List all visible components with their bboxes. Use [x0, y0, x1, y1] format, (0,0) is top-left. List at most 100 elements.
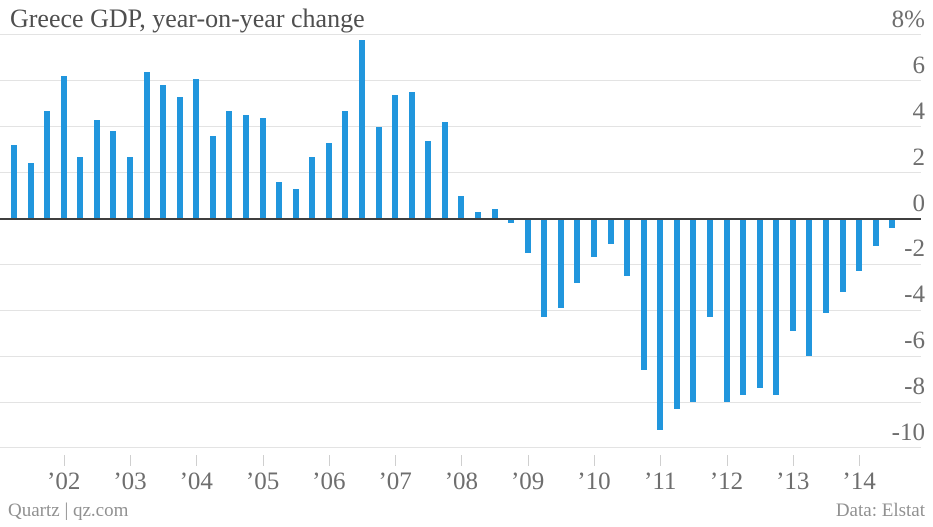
gdp-bar [375, 126, 382, 219]
y-axis-label: 0 [912, 189, 926, 217]
y-axis-label: 4 [912, 97, 926, 125]
gdp-bar [11, 145, 17, 219]
gdp-bar [590, 218, 597, 258]
gdp-bar [491, 209, 498, 219]
x-axis-year-label: ’09 [510, 468, 545, 495]
gdp-bar [640, 218, 647, 370]
gdp-bar [126, 156, 133, 219]
x-axis-tick [792, 455, 794, 466]
y-axis-label: 6 [912, 51, 926, 79]
gdp-bar [143, 71, 150, 219]
gdp-bar [607, 218, 614, 244]
gdp-bar [524, 218, 531, 253]
gdp-bar [673, 218, 680, 409]
y-gridline [0, 355, 921, 357]
gdp-bar [541, 218, 548, 318]
x-axis-tick [527, 455, 529, 466]
gdp-bar [226, 110, 233, 219]
gdp-bar [690, 218, 697, 403]
y-gridline [0, 126, 921, 128]
x-axis-year-label: ’13 [776, 468, 810, 495]
gdp-bar [657, 218, 664, 430]
data-source: Data: Elstat [835, 500, 925, 521]
gdp-bar [441, 122, 448, 219]
gdp-bar [425, 140, 432, 219]
gdp-bar [872, 218, 879, 247]
x-axis-year-label: ’03 [113, 468, 147, 495]
gdp-bar [856, 218, 863, 272]
y-axis-label: -10 [891, 418, 925, 446]
gdp-bar [110, 131, 117, 219]
x-axis-year-label: ’02 [47, 468, 81, 495]
x-axis-year-label: ’10 [577, 468, 611, 495]
y-axis-label: -6 [904, 327, 925, 355]
gdp-bar [77, 156, 84, 219]
gdp-bar [706, 218, 713, 318]
chart-title: Greece GDP, year-on-year change [10, 4, 365, 33]
y-gridline [0, 172, 921, 174]
gdp-bar [839, 218, 846, 292]
gdp-bar [723, 218, 730, 403]
x-axis-tick [196, 455, 198, 466]
y-gridline [0, 80, 921, 82]
gdp-bar [508, 218, 515, 224]
y-gridline [0, 263, 921, 265]
y-gridline [0, 401, 921, 403]
y-axis-label: 2 [912, 143, 926, 171]
gdp-bar [806, 218, 813, 357]
gdp-bar [259, 117, 266, 219]
y-gridline [0, 309, 921, 311]
gdp-bar [93, 119, 100, 219]
gdp-bar [176, 96, 183, 219]
y-axis-label: 8% [891, 5, 925, 33]
x-axis-year-label: ’14 [842, 468, 876, 495]
y-gridline [0, 447, 921, 449]
gdp-bar [242, 115, 249, 219]
x-axis-year-label: ’04 [179, 468, 213, 495]
gdp-bar [27, 163, 34, 219]
x-axis-year-label: ’06 [312, 468, 346, 495]
gdp-bar [889, 218, 896, 228]
gdp-bar [392, 94, 399, 219]
zero-axis-line [0, 217, 921, 220]
x-axis-year-label: ’08 [444, 468, 479, 495]
gdp-bar [325, 142, 332, 219]
gdp-bar [44, 110, 51, 219]
gdp-bar [624, 218, 631, 276]
x-axis-tick [859, 455, 861, 466]
gdp-bar [209, 135, 216, 219]
y-gridline [0, 34, 921, 36]
x-axis-tick [461, 455, 463, 466]
gdp-bar [740, 218, 747, 396]
source-attribution: Quartz | qz.com [8, 500, 129, 521]
x-axis-tick [262, 455, 264, 466]
x-axis-tick [129, 455, 131, 466]
x-axis-year-label: ’11 [644, 468, 677, 495]
x-axis-tick [726, 455, 728, 466]
gdp-bar [309, 156, 316, 219]
gdp-bar [458, 195, 465, 219]
gdp-bar [773, 218, 780, 396]
gdp-bar [160, 85, 167, 219]
x-axis-tick [328, 455, 330, 466]
x-axis-tick [63, 455, 65, 466]
gdp-bar [474, 211, 481, 219]
x-axis-year-label: ’07 [378, 468, 412, 495]
gdp-bar [408, 92, 415, 219]
gdp-bar [358, 39, 365, 219]
y-axis-label: -8 [904, 373, 925, 401]
gdp-bar [342, 110, 349, 219]
gdp-bar [193, 78, 200, 219]
gdp-bar [756, 218, 763, 389]
y-axis-label: -2 [904, 235, 925, 263]
gdp-bar [822, 218, 829, 313]
y-axis-label: -4 [904, 281, 925, 309]
gdp-bar [60, 76, 67, 219]
gdp-bar [789, 218, 796, 331]
x-axis-year-label: ’05 [245, 468, 280, 495]
gdp-bar [276, 181, 283, 219]
x-axis-year-label: ’12 [709, 468, 744, 495]
x-axis-tick [593, 455, 595, 466]
x-axis-tick [395, 455, 397, 466]
